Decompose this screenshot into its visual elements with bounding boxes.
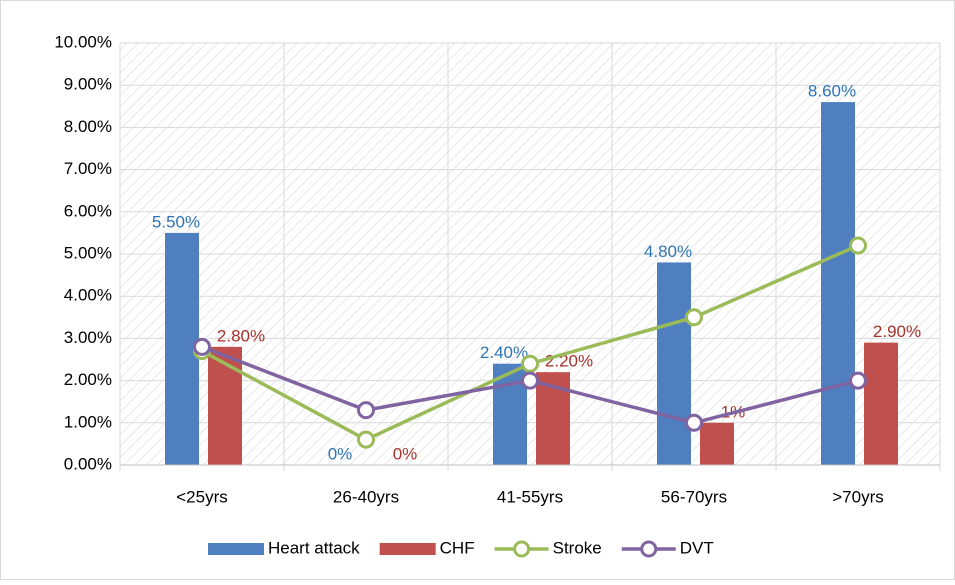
bar <box>821 102 855 465</box>
marker <box>357 430 375 449</box>
legend-label: Heart attack <box>268 538 360 557</box>
bar <box>208 346 242 465</box>
bar <box>864 342 898 465</box>
y-tick-label: 9.00% <box>64 75 112 94</box>
y-tick-label: 8.00% <box>64 117 112 136</box>
x-tick-label: >70yrs <box>832 487 884 506</box>
y-tick-label: 5.00% <box>64 243 112 262</box>
data-label: 2.40% <box>480 343 528 362</box>
y-tick-label: 6.00% <box>64 201 112 220</box>
legend-swatch <box>208 543 264 555</box>
y-tick-label: 3.00% <box>64 328 112 347</box>
data-label: 8.60% <box>808 82 856 101</box>
y-tick-label: 4.00% <box>64 286 112 305</box>
y-tick-label: 7.00% <box>64 159 112 178</box>
data-label: 0% <box>393 444 418 463</box>
marker <box>849 371 867 390</box>
x-tick-label: <25yrs <box>176 487 228 506</box>
marker <box>521 354 539 373</box>
y-tick-label: 0.00% <box>64 454 112 473</box>
x-tick-label: 56-70yrs <box>661 487 727 506</box>
marker <box>685 413 703 432</box>
data-label: 4.80% <box>644 242 692 261</box>
data-label: 2.80% <box>217 326 265 345</box>
legend-swatch <box>379 543 436 555</box>
marker <box>849 236 867 255</box>
marker <box>193 337 211 356</box>
y-tick-label: 1.00% <box>64 412 112 431</box>
y-tick-label: 10.00% <box>54 32 112 51</box>
marker <box>521 371 539 390</box>
x-tick-label: 41-55yrs <box>497 487 563 506</box>
bar <box>700 422 734 465</box>
legend-label: DVT <box>680 538 714 557</box>
marker <box>685 308 703 327</box>
x-tick-label: 26-40yrs <box>333 487 399 506</box>
marker <box>357 401 375 420</box>
data-label: 5.50% <box>152 212 200 231</box>
data-label: 2.90% <box>873 322 921 341</box>
legend-swatch <box>640 540 658 558</box>
legend-swatch <box>513 540 531 558</box>
bar <box>657 262 691 465</box>
legend-label: CHF <box>440 538 475 557</box>
y-tick-label: 2.00% <box>64 370 112 389</box>
data-label: 0% <box>328 444 353 463</box>
legend-label: Stroke <box>553 538 602 557</box>
